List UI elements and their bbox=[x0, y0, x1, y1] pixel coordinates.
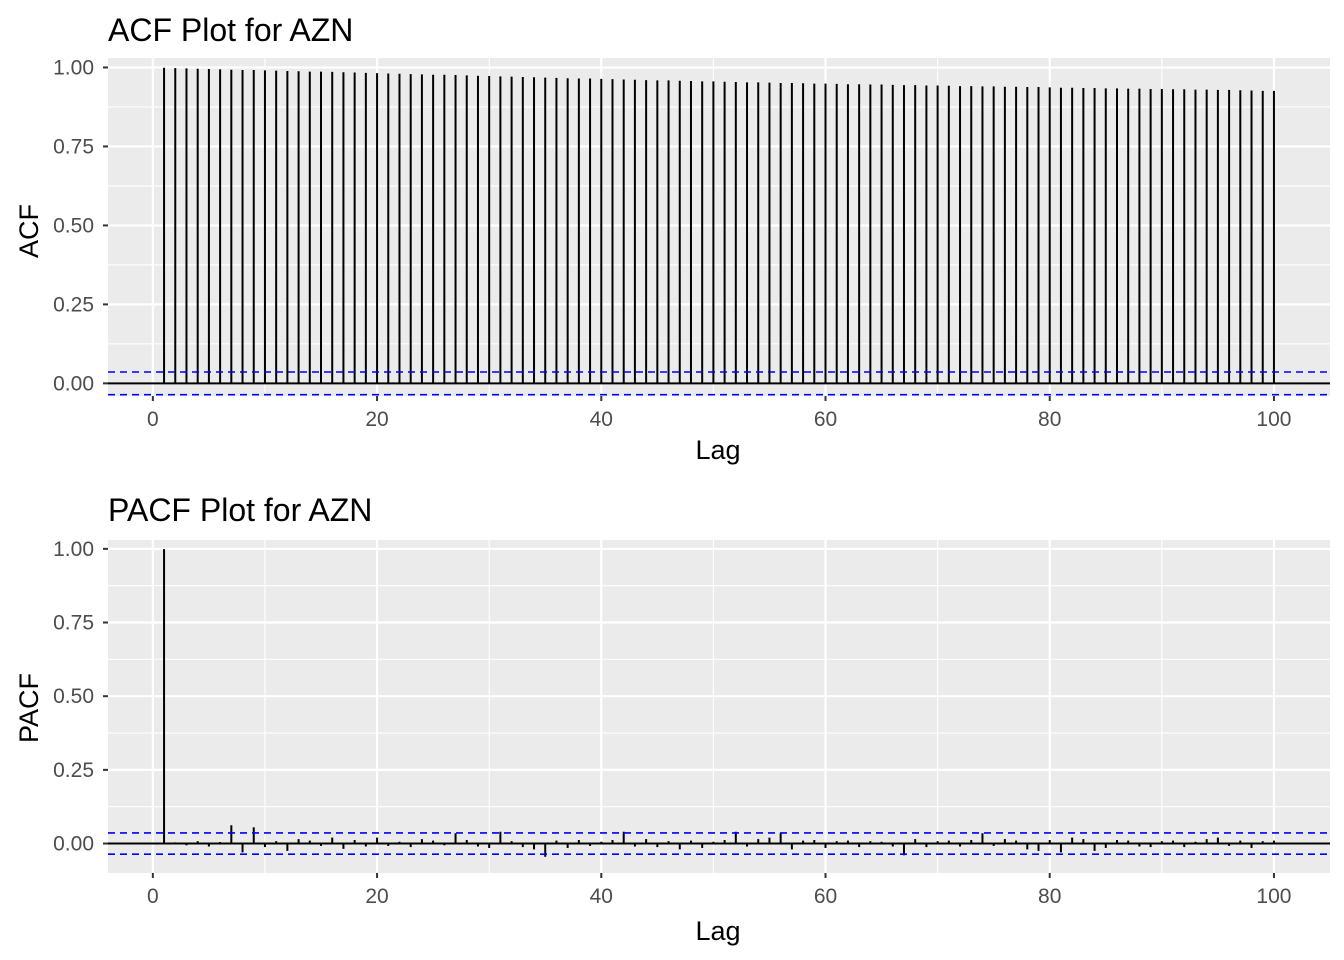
acf-x-tick-label: 60 bbox=[814, 408, 837, 431]
pacf-chart-title: PACF Plot for AZN bbox=[108, 492, 372, 528]
pacf-x-tick-label: 100 bbox=[1256, 885, 1291, 908]
acf-y-axis-title: ACF bbox=[14, 204, 44, 258]
acf-y-tick-label: 0.00 bbox=[53, 372, 94, 395]
pacf-y-tick-label: 1.00 bbox=[53, 538, 94, 561]
acf-y-tick-label: 0.25 bbox=[53, 293, 94, 316]
acf-y-tick-label: 0.50 bbox=[53, 214, 94, 237]
pacf-x-tick-label: 60 bbox=[814, 885, 837, 908]
acf-x-tick-label: 80 bbox=[1038, 408, 1061, 431]
pacf-panel: 0 20 40 60 80 100 0.00 0.25 0.50 0.75 1.00 PACF Pl… bbox=[14, 492, 1330, 946]
pacf-y-tick-label: 0.50 bbox=[53, 685, 94, 708]
pacf-x-tick-label: 40 bbox=[590, 885, 613, 908]
acf-x-axis-title: Lag bbox=[695, 435, 740, 465]
acf-x-tick-label: 0 bbox=[147, 408, 159, 431]
pacf-x-tick-label: 0 bbox=[147, 885, 159, 908]
pacf-x-tick-label: 20 bbox=[365, 885, 388, 908]
acf-plot-area: 0 20 40 60 80 100 0.00 0.25 0.50 0.75 1.00 bbox=[53, 56, 1330, 431]
pacf-y-axis-title: PACF bbox=[14, 673, 44, 743]
acf-x-tick-label: 40 bbox=[590, 408, 613, 431]
pacf-y-tick-label: 0.75 bbox=[53, 612, 94, 635]
acf-x-tick-label: 20 bbox=[365, 408, 388, 431]
pacf-plot-area: 0 20 40 60 80 100 0.00 0.25 0.50 0.75 1.00 bbox=[53, 538, 1330, 908]
acf-y-tick-label: 1.00 bbox=[53, 56, 94, 79]
pacf-panel-background bbox=[108, 540, 1330, 873]
pacf-y-tick-label: 0.00 bbox=[53, 833, 94, 856]
acf-y-tick-label: 0.75 bbox=[53, 135, 94, 158]
acf-x-tick-label: 100 bbox=[1256, 408, 1291, 431]
pacf-y-tick-label: 0.25 bbox=[53, 759, 94, 782]
acf-panel: 0 20 40 60 80 100 0.00 0.25 0.50 0.75 1.00 ACF Plo… bbox=[14, 12, 1330, 465]
pacf-x-axis-title: Lag bbox=[695, 916, 740, 946]
acf-panel-background bbox=[108, 58, 1330, 396]
acf-chart-title: ACF Plot for AZN bbox=[108, 12, 353, 48]
pacf-x-tick-label: 80 bbox=[1038, 885, 1061, 908]
